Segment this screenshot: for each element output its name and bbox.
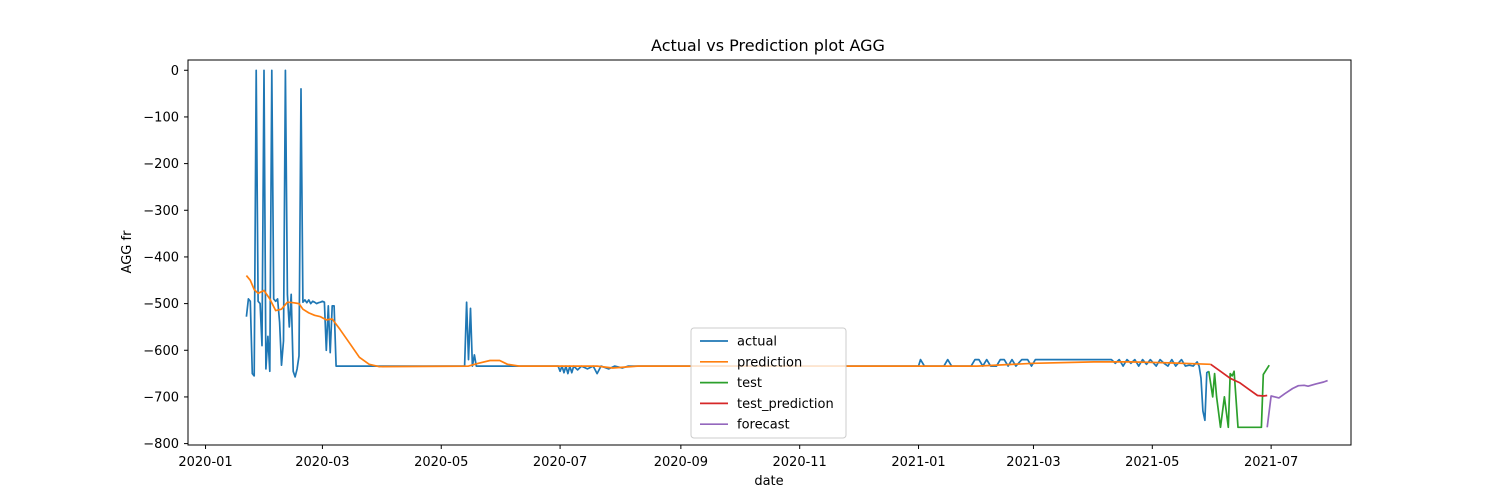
x-tick-label: 2020-05 [414,455,468,470]
y-tick-label: −200 [143,157,179,172]
y-axis-title: AGG fr [120,230,135,274]
legend-label-test: test [737,376,762,391]
x-tick-label: 2020-01 [178,455,232,470]
y-tick-label: −300 [143,204,179,219]
y-axis: 0 −100 −200 −300 −400 −500 −600 −700 −800 [143,64,188,452]
series-line-test_prediction [1210,363,1268,397]
series-line-test [1207,364,1270,429]
x-axis: 2020-01 2020-03 2020-05 2020-07 2020-09 2020-… [178,445,1298,470]
x-tick-label: 2021-03 [1006,455,1060,470]
y-tick-label: 0 [171,64,179,79]
y-tick-label: −800 [143,437,179,452]
y-tick-label: −100 [143,110,179,125]
legend-label-test_prediction: test_prediction [737,397,834,412]
x-tick-label: 2021-05 [1125,455,1179,470]
legend-box [690,327,847,439]
y-tick-label: −700 [143,390,179,405]
x-tick-label: 2021-01 [891,455,945,470]
plot-lines [245,69,1328,429]
legend-label-forecast: forecast [737,418,790,433]
x-tick-label: 2020-03 [295,455,349,470]
x-tick-label: 2021-07 [1244,455,1298,470]
x-tick-label: 2020-07 [533,455,587,470]
y-tick-label: −500 [143,297,179,312]
series-line-forecast [1266,379,1328,428]
chart-title: Actual vs Prediction plot AGG [651,36,885,55]
x-tick-label: 2020-09 [654,455,708,470]
x-axis-title: date [754,474,783,489]
legend: actual prediction test test_predictionforec… [690,327,847,439]
series-line-prediction [245,275,1211,369]
x-tick-label: 2020-11 [773,455,827,470]
legend-label-actual: actual [737,335,777,350]
y-tick-label: −400 [143,250,179,265]
legend-items: actual prediction test test_predictionforec… [700,335,834,433]
plot-frame [187,59,1352,446]
y-tick-label: −600 [143,344,179,359]
legend-label-prediction: prediction [737,355,802,370]
